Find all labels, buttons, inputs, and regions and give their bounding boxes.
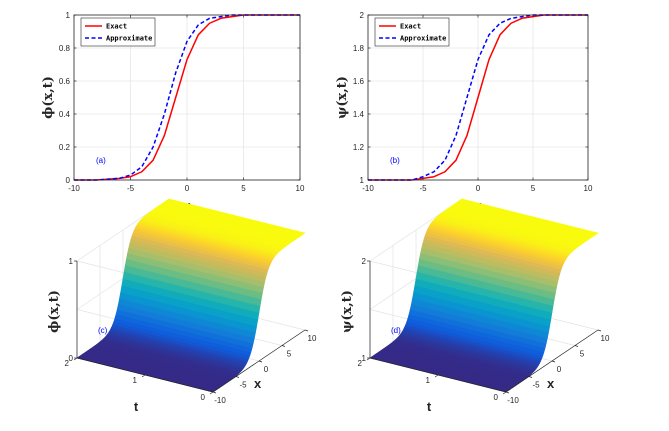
y-axis-label: ψ(x,t)	[335, 76, 350, 119]
x-tick-label: -10	[68, 184, 80, 193]
x-tick	[235, 376, 240, 378]
x-tick	[212, 391, 217, 394]
legend-label: Approximate	[106, 35, 152, 43]
x-tick-label: 0	[185, 184, 190, 193]
t-axis-label: t	[427, 399, 432, 414]
x-axis-label: x	[254, 376, 262, 391]
panel-label: (b)	[390, 156, 400, 165]
x-tick-label: 0	[264, 365, 269, 374]
x-tick	[281, 345, 286, 347]
x-tick-label: 5	[531, 184, 536, 193]
x-tick-label: 5	[580, 350, 585, 359]
x-tick	[528, 376, 533, 378]
x-tick-label: -10	[507, 396, 519, 405]
panel-label: (a)	[96, 156, 106, 165]
series-approximate	[368, 14, 588, 181]
x-tick-label: 10	[296, 184, 305, 193]
y-tick-label: 1.6	[353, 77, 365, 86]
x-tick-label: -10	[362, 184, 374, 193]
legend-label: Exact	[400, 23, 421, 31]
z-tick-label: 1	[69, 257, 74, 266]
line-chart-b: -10-5051011.21.41.61.82xψ(x,t)(b)ExactAp…	[335, 11, 593, 213]
legend: Exact Approximate	[374, 17, 450, 47]
x-tick-label: 10	[584, 184, 593, 193]
legend: Exact Approximate	[80, 17, 156, 47]
x-tick	[597, 329, 602, 332]
x-tick-label: -5	[127, 184, 135, 193]
x-tick-label: -5	[532, 381, 540, 390]
x-tick	[258, 360, 263, 363]
t-tick	[209, 391, 214, 395]
legend-box	[80, 17, 156, 47]
t-tick-label: 1	[426, 376, 431, 385]
surface-patch	[460, 198, 599, 235]
y-tick-label: 1.8	[353, 44, 365, 53]
y-tick-label: 1	[66, 11, 71, 20]
t-tick	[434, 374, 439, 378]
t-tick	[141, 374, 146, 378]
z-tick-label: 0	[69, 354, 74, 363]
z-tick-label: 1	[362, 354, 367, 363]
x-tick-label: 0	[557, 365, 562, 374]
y-axis-label: ϕ(x,t)	[41, 76, 56, 119]
y-tick-label: 0	[66, 176, 71, 185]
surface	[369, 198, 599, 393]
surface-patch	[167, 198, 306, 235]
x-tick-label: 5	[287, 350, 292, 359]
x-tick-label: 0	[476, 184, 481, 193]
x-tick	[505, 391, 510, 394]
t-tick-label: 2	[358, 359, 363, 368]
y-tick-label: 1.4	[353, 110, 365, 119]
x-tick-label: 10	[601, 334, 610, 343]
y-tick-label: 0.2	[59, 143, 71, 152]
x-tick-label: -5	[419, 184, 427, 193]
y-tick-label: 1.2	[353, 143, 365, 152]
surface	[76, 198, 306, 393]
legend-box	[374, 17, 450, 47]
x-tick-label: -5	[239, 381, 247, 390]
legend-label: Exact	[106, 23, 127, 31]
panel-label: (d)	[391, 326, 401, 335]
line-chart-a: -10-5051000.20.40.60.81xϕ(x,t)(a)ExactAp…	[41, 11, 305, 213]
t-axis-label: t	[134, 399, 139, 414]
series-exact	[368, 14, 588, 181]
x-axis-label: x	[547, 376, 555, 391]
y-tick-label: 0.8	[59, 44, 71, 53]
x-tick-label: -10	[214, 396, 226, 405]
t-tick-label: 1	[133, 376, 138, 385]
x-tick-label: 10	[308, 334, 317, 343]
t-tick	[502, 391, 507, 395]
x-tick	[574, 345, 579, 347]
t-tick-label: 0	[494, 393, 499, 402]
z-axis-label: ψ(x,t)	[340, 290, 355, 333]
y-tick-label: 1	[360, 176, 365, 185]
x-tick	[551, 360, 556, 363]
panel-label: (c)	[98, 326, 108, 335]
y-tick-label: 2	[360, 11, 365, 20]
y-tick-label: 0.4	[59, 110, 71, 119]
z-tick-label: 2	[362, 257, 367, 266]
y-tick-label: 0.6	[59, 77, 71, 86]
x-tick-label: 5	[241, 184, 246, 193]
z-axis-label: ϕ(x,t)	[47, 290, 62, 333]
x-tick	[304, 329, 309, 332]
t-tick-label: 0	[201, 393, 206, 402]
legend-label: Approximate	[400, 35, 446, 43]
t-tick-label: 2	[65, 359, 70, 368]
